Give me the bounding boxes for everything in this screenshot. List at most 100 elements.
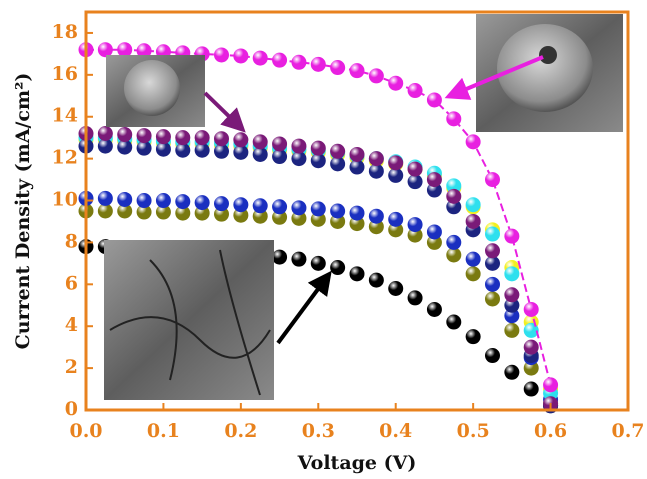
data-point [253, 134, 268, 149]
y-tick-label: 14 [52, 105, 78, 127]
data-point [311, 141, 326, 156]
data-point [233, 48, 248, 63]
data-point [485, 291, 500, 306]
data-point [524, 302, 539, 317]
data-point [117, 192, 132, 207]
data-point [408, 217, 423, 232]
y-tick-label: 18 [52, 21, 78, 43]
x-tick-label: 0.5 [457, 420, 490, 442]
chart: Voltage (V) Current Density (mA/cm²) 0.0… [0, 0, 647, 479]
y-tick-label: 12 [52, 147, 78, 169]
data-point [466, 266, 481, 281]
data-point [195, 195, 210, 210]
data-point [214, 196, 229, 211]
data-point [156, 193, 171, 208]
sem-pore [539, 46, 557, 64]
arrow [205, 93, 240, 127]
data-point [466, 329, 481, 344]
data-point [369, 273, 384, 288]
data-point [408, 83, 423, 98]
data-point [485, 277, 500, 292]
data-point [156, 129, 171, 144]
data-point [311, 201, 326, 216]
data-point [175, 194, 190, 209]
data-point [98, 191, 113, 206]
data-point [466, 134, 481, 149]
y-tick-label: 16 [52, 63, 78, 85]
data-point [388, 281, 403, 296]
data-point [466, 214, 481, 229]
y-tick-label: 4 [65, 314, 78, 336]
data-point [504, 287, 519, 302]
data-point [98, 126, 113, 141]
data-point [446, 189, 461, 204]
data-point [524, 340, 539, 355]
data-point [291, 55, 306, 70]
data-point [446, 235, 461, 250]
sem-particle [124, 60, 180, 116]
x-tick-label: 0.4 [379, 420, 412, 442]
arrow [278, 277, 327, 343]
data-point [350, 266, 365, 281]
data-point [524, 382, 539, 397]
data-point [117, 127, 132, 142]
sem-particle [497, 24, 593, 112]
data-point [427, 172, 442, 187]
data-point [408, 162, 423, 177]
data-point [350, 206, 365, 221]
x-axis-title: Voltage (V) [297, 452, 417, 474]
data-point [137, 128, 152, 143]
data-point [369, 151, 384, 166]
data-point [330, 260, 345, 275]
data-point [214, 47, 229, 62]
data-point [330, 204, 345, 219]
data-point [485, 172, 500, 187]
data-point [117, 42, 132, 57]
y-tick-label: 6 [65, 272, 78, 294]
data-point [330, 144, 345, 159]
data-point [388, 212, 403, 227]
data-point [272, 250, 287, 265]
data-point [427, 92, 442, 107]
data-point [253, 198, 268, 213]
data-point [233, 132, 248, 147]
data-point [543, 377, 558, 392]
data-point [485, 227, 500, 242]
data-point [350, 63, 365, 78]
data-point [446, 111, 461, 126]
data-point [504, 229, 519, 244]
data-point [233, 197, 248, 212]
data-point [446, 315, 461, 330]
y-tick-label: 8 [65, 230, 78, 252]
y-tick-label: 10 [52, 189, 78, 211]
data-point [175, 130, 190, 145]
data-point [272, 53, 287, 68]
data-point [350, 147, 365, 162]
data-point [388, 155, 403, 170]
data-point [504, 266, 519, 281]
data-point [291, 200, 306, 215]
x-tick-label: 0.0 [69, 420, 102, 442]
data-point [311, 256, 326, 271]
data-point [427, 302, 442, 317]
data-point [369, 209, 384, 224]
data-point [214, 131, 229, 146]
data-point [137, 193, 152, 208]
data-point [504, 365, 519, 380]
data-point [311, 57, 326, 72]
y-axis-title: Current Density (mA/cm²) [12, 73, 34, 350]
x-tick-label: 0.6 [534, 420, 567, 442]
data-point [504, 323, 519, 338]
data-point [388, 76, 403, 91]
data-point [466, 197, 481, 212]
data-point [330, 60, 345, 75]
data-point [466, 252, 481, 267]
x-tick-label: 0.1 [147, 420, 180, 442]
data-point [524, 323, 539, 338]
data-point [272, 136, 287, 151]
x-tick-label: 0.7 [611, 420, 644, 442]
x-tick-label: 0.2 [224, 420, 257, 442]
data-point [195, 130, 210, 145]
data-point [98, 42, 113, 57]
data-point [485, 243, 500, 258]
